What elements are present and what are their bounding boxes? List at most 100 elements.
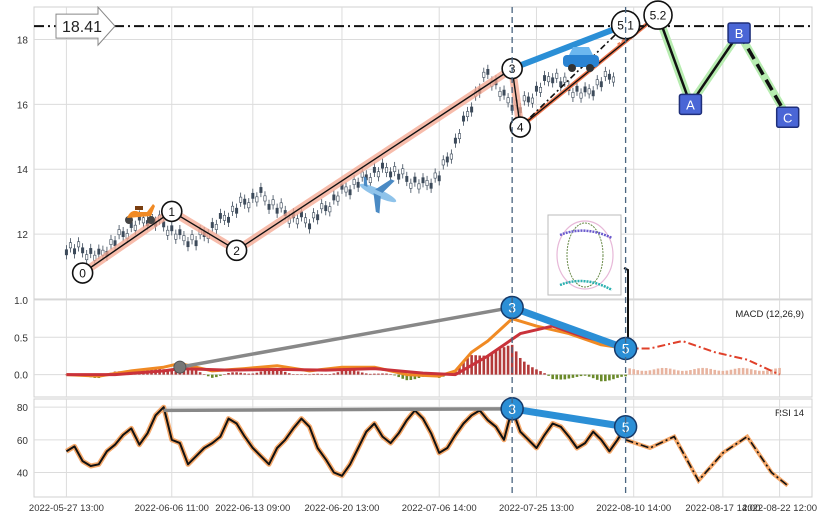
candle-body	[308, 223, 312, 230]
candle-body	[453, 137, 457, 144]
macd-hist-bar	[571, 374, 575, 378]
price-ytick-label: 16	[17, 100, 29, 111]
candle-body	[295, 218, 299, 225]
price-ytick-label: 14	[17, 165, 29, 176]
candle-body	[109, 239, 113, 245]
candle-body	[385, 167, 389, 173]
candle-body	[348, 189, 352, 196]
macd-panel: 35	[65, 295, 781, 382]
macd-hist-bar	[664, 368, 668, 375]
macd-hist-bar	[206, 374, 210, 377]
macd-hist-bar	[381, 373, 384, 375]
rsi-panel: 35	[65, 397, 789, 488]
macd-hist-bar	[770, 369, 773, 375]
candle-body	[89, 248, 93, 254]
macd-hist-bar	[778, 367, 781, 375]
macd-hist-bar	[194, 370, 198, 375]
candle-body	[413, 176, 417, 183]
macd-hist-bar	[243, 373, 247, 375]
candle-body	[279, 202, 283, 209]
x-tick-label: 2022-07-25 13:00	[499, 503, 574, 514]
macd-hist-bar	[506, 345, 510, 375]
macd-hist-bar	[210, 374, 214, 378]
rsi-gray-divergence	[163, 407, 513, 413]
candle-body	[222, 214, 226, 221]
candle-body	[113, 240, 117, 247]
candle-body	[397, 173, 401, 180]
candle-body	[263, 195, 267, 202]
candle-body	[271, 199, 275, 206]
macd-hist-bar	[219, 374, 222, 376]
candle-body	[356, 181, 360, 188]
macd-hist-bar	[705, 368, 708, 375]
macd-hist-bar	[656, 368, 660, 375]
candle-body	[182, 235, 186, 242]
macd-hist-bar	[518, 357, 522, 375]
inset-loop	[566, 222, 604, 288]
x-tick-label: 2022-05-27 13:00	[29, 503, 104, 514]
macd-hist-bar	[490, 353, 494, 375]
rsi-divergence-line	[511, 405, 627, 431]
macd-hist-bar	[312, 373, 315, 375]
macd-hist-bar	[595, 374, 599, 380]
macd-hist-bar	[652, 369, 656, 375]
macd-hist-bar	[689, 370, 692, 375]
rsi-frame	[33, 398, 813, 498]
projection-box	[775, 106, 800, 129]
macd-hist-bar	[758, 370, 761, 375]
car-roof	[569, 47, 593, 55]
signal-line	[66, 324, 626, 377]
candle-body	[470, 106, 474, 113]
candle-body	[210, 222, 214, 228]
car-body	[563, 55, 599, 67]
rsi-ytick-label: 40	[17, 469, 29, 480]
projection-box	[678, 93, 703, 116]
macd-hist-bar	[308, 374, 311, 376]
scooter-icon	[125, 204, 155, 224]
candle-body	[170, 225, 174, 232]
candle-body	[352, 179, 356, 185]
x-tick-label: 2022-08-10 14:00	[596, 503, 671, 514]
macd-hist-bar	[721, 370, 725, 375]
macd-hist-bar	[632, 369, 636, 375]
macd-hist-bar	[567, 374, 571, 379]
macd-hist-bar	[681, 370, 684, 375]
candle-body	[421, 177, 425, 184]
macd-hist-bar	[535, 369, 538, 375]
macd-hist-bar	[344, 370, 348, 375]
candle-body	[449, 153, 453, 160]
macd-hist-bar	[701, 367, 704, 375]
macd-hist-bar	[502, 347, 506, 375]
candle-body	[190, 234, 194, 241]
macd-hist-bar	[401, 374, 405, 379]
macd-hist-bar	[620, 374, 623, 377]
macd-hist-bar	[227, 372, 230, 375]
macd-hist-bar	[741, 367, 745, 375]
candle-body	[178, 229, 182, 236]
macd-hist-bar	[575, 374, 579, 377]
macd-hist-bar	[478, 355, 482, 375]
candle-body	[551, 77, 555, 84]
candle-body	[243, 198, 247, 205]
candle-body	[336, 195, 340, 202]
abc-line-c	[737, 32, 790, 119]
macd-hist-bar	[766, 370, 769, 375]
macd-hist-bar	[551, 374, 554, 380]
inset-curve	[559, 229, 613, 240]
macd-hist-bar	[749, 369, 753, 375]
macd-hist-bar	[539, 371, 542, 375]
macd-hist-bar	[340, 370, 344, 375]
candle-body	[543, 75, 547, 81]
macd-hist-bar	[648, 370, 652, 375]
candle-body	[239, 196, 243, 203]
candle-body	[324, 205, 328, 212]
candle-body	[121, 231, 125, 238]
candle-body	[409, 182, 413, 189]
divergence-dot	[173, 360, 187, 374]
candle-body	[133, 224, 137, 231]
candle-body	[462, 115, 466, 122]
macd-hist-bar	[737, 368, 741, 375]
macd-hist-bar	[292, 374, 295, 375]
inset-frame	[547, 214, 622, 296]
candle-body	[73, 248, 77, 255]
